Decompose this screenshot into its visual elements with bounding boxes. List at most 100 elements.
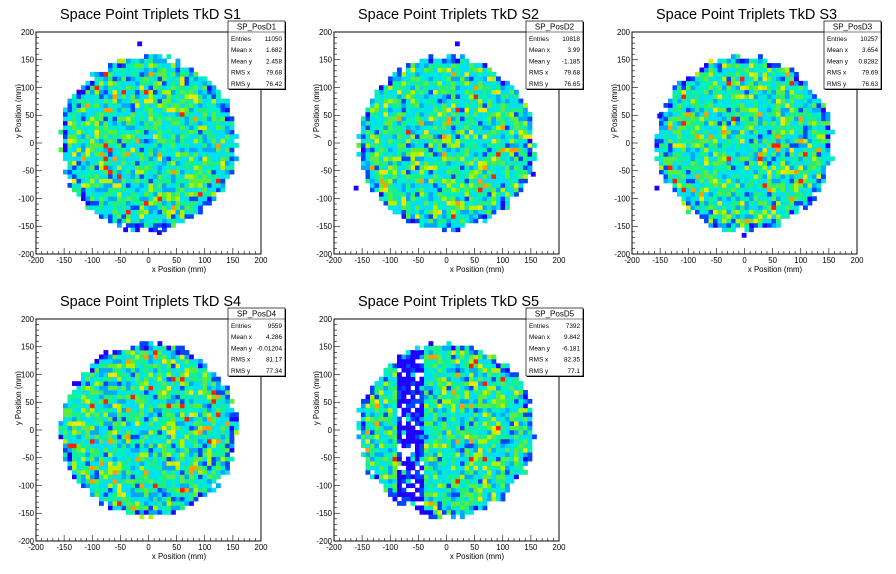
heatmap-bin <box>153 151 158 157</box>
heatmap-bin <box>76 390 82 395</box>
heatmap-bin <box>166 205 172 210</box>
heatmap-bin <box>135 58 140 64</box>
heatmap-bin <box>81 456 86 462</box>
heatmap-bin <box>406 191 411 197</box>
heatmap-bin <box>686 147 691 153</box>
heatmap-bin <box>713 107 718 113</box>
x-axis-label: x Position (mm) <box>152 265 207 274</box>
heatmap-bin <box>469 98 474 104</box>
heatmap-bin <box>780 214 786 219</box>
heatmap-bin <box>482 134 488 139</box>
heatmap-bin <box>193 496 199 502</box>
heatmap-bin <box>374 120 380 126</box>
heatmap-bin <box>126 218 131 224</box>
heatmap-bin <box>67 398 73 404</box>
heatmap-bin <box>76 403 82 409</box>
heatmap-bin <box>482 80 488 86</box>
heatmap-bin <box>180 160 185 166</box>
heatmap-bin <box>184 416 190 422</box>
heatmap-bin <box>198 191 203 197</box>
heatmap-bin <box>803 129 808 135</box>
heatmap-bin <box>157 76 163 82</box>
heatmap-bin <box>180 430 185 435</box>
heatmap-bin <box>762 111 768 117</box>
heatmap-bin <box>162 501 167 506</box>
heatmap-bin <box>202 191 208 197</box>
heatmap-bin <box>767 191 772 197</box>
heatmap-bin <box>175 452 181 457</box>
y-tick-label: 0 <box>30 139 35 148</box>
heatmap-bin <box>85 438 91 444</box>
heatmap-bin <box>762 178 768 184</box>
heatmap-bin <box>740 98 745 104</box>
heatmap-bin <box>126 89 131 95</box>
heatmap-bin <box>527 147 533 153</box>
heatmap-bin <box>180 456 185 462</box>
heatmap-bin <box>184 456 190 462</box>
heatmap-bin <box>491 80 497 86</box>
heatmap-bin <box>464 63 470 68</box>
heatmap-bin <box>500 103 506 108</box>
heatmap-bin <box>144 416 149 422</box>
heatmap-bin <box>117 58 122 64</box>
heatmap-bin <box>767 67 772 73</box>
heatmap-bin <box>717 67 723 73</box>
heatmap-bin <box>514 160 519 166</box>
heatmap-bin <box>659 156 664 162</box>
heatmap-bin <box>415 125 420 131</box>
heatmap-bin <box>202 156 208 162</box>
heatmap-bin <box>126 63 131 68</box>
heatmap-bin <box>370 129 375 135</box>
heatmap-bin <box>153 474 158 480</box>
heatmap-bin <box>126 407 131 413</box>
heatmap-bin <box>148 196 154 202</box>
heatmap-bin <box>94 169 100 175</box>
heatmap-bin <box>63 116 68 122</box>
heatmap-bin <box>162 111 167 117</box>
heatmap-bin <box>415 169 420 175</box>
heatmap-bin <box>175 67 181 73</box>
heatmap-bin <box>505 191 510 197</box>
heatmap-bin <box>812 94 817 99</box>
heatmap-bin <box>72 103 77 108</box>
heatmap-bin <box>117 421 122 426</box>
heatmap-bin <box>798 169 804 175</box>
heatmap-bin <box>776 196 781 202</box>
heatmap-bin <box>708 120 714 126</box>
heatmap-bin <box>139 71 145 77</box>
heatmap-bin <box>392 94 398 99</box>
heatmap-bin <box>446 218 452 224</box>
heatmap-bin <box>198 147 203 153</box>
heatmap-bin <box>130 129 136 135</box>
heatmap-bin <box>798 191 804 197</box>
heatmap-bin <box>112 474 118 480</box>
heatmap-bin <box>180 80 185 86</box>
heatmap-bin <box>722 218 727 224</box>
heatmap-bin <box>397 138 402 144</box>
heatmap-bin <box>659 120 664 126</box>
heatmap-bin <box>695 103 700 108</box>
heatmap-bin <box>184 487 190 493</box>
heatmap-bin <box>388 134 393 139</box>
heatmap-bin <box>117 412 122 418</box>
heatmap-bin <box>135 116 140 122</box>
heatmap-bin <box>126 403 131 409</box>
heatmap-bin <box>663 120 669 126</box>
heatmap-bin <box>85 191 91 197</box>
heatmap-bin <box>139 381 145 386</box>
heatmap-bin <box>139 496 145 502</box>
heatmap-bin <box>72 151 77 157</box>
heatmap-bin <box>776 169 781 175</box>
heatmap-bin <box>108 381 113 386</box>
heatmap-bin <box>171 169 176 175</box>
heatmap-bin <box>72 430 77 435</box>
heatmap-bin <box>753 80 759 86</box>
heatmap-bin <box>686 89 691 95</box>
heatmap-bin <box>198 120 203 126</box>
heatmap-bin <box>740 89 745 95</box>
heatmap-bin <box>130 483 136 489</box>
heatmap-bin <box>202 120 208 126</box>
heatmap-bin <box>126 58 131 64</box>
heatmap-bin <box>388 125 393 131</box>
heatmap-bin <box>518 160 524 166</box>
